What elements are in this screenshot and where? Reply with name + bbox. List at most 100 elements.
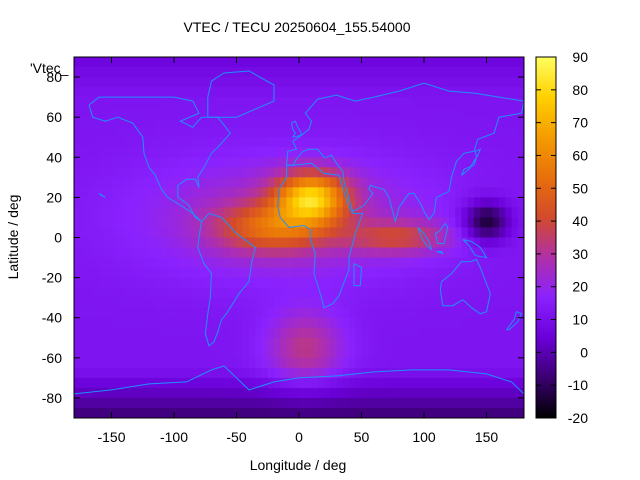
heatmap-cell — [230, 147, 238, 158]
heatmap-cell — [274, 327, 281, 339]
heatmap-cell — [411, 97, 419, 108]
heatmap-cell — [449, 117, 456, 128]
heatmap-cell — [86, 247, 94, 259]
heatmap-cell — [486, 167, 494, 178]
heatmap-cell — [511, 337, 519, 349]
heatmap-cell — [449, 287, 456, 299]
heatmap-cell — [374, 67, 381, 78]
heatmap-cell — [136, 167, 144, 178]
heatmap-cell — [355, 317, 363, 329]
heatmap-cell — [199, 157, 206, 168]
heatmap-cell — [461, 227, 469, 239]
heatmap-cell — [280, 307, 288, 319]
heatmap-cell — [142, 77, 150, 88]
heatmap-cell — [105, 297, 113, 309]
heatmap-cell — [105, 357, 113, 369]
y-tick-label: -40 — [42, 310, 62, 326]
heatmap-cell — [486, 227, 494, 239]
heatmap-cell — [249, 307, 256, 319]
heatmap-cell — [280, 57, 288, 68]
heatmap-cell — [492, 407, 500, 418]
heatmap-cell — [299, 227, 306, 239]
heatmap-cell — [405, 387, 413, 399]
heatmap-cell — [211, 97, 219, 108]
heatmap-cell — [117, 67, 125, 78]
heatmap-cell — [199, 67, 206, 78]
heatmap-cell — [161, 297, 169, 309]
heatmap-cell — [249, 337, 256, 349]
heatmap-cell — [467, 397, 475, 409]
heatmap-cell — [430, 357, 438, 369]
heatmap-cell — [192, 267, 200, 279]
heatmap-cell — [155, 247, 163, 259]
heatmap-cell — [342, 197, 350, 209]
heatmap-cell — [99, 247, 106, 259]
heatmap-cell — [511, 257, 519, 269]
heatmap-cell — [517, 407, 524, 418]
heatmap-cell — [142, 227, 150, 239]
heatmap-cell — [205, 397, 213, 409]
heatmap-cell — [461, 317, 469, 329]
heatmap-cell — [161, 337, 169, 349]
heatmap-cell — [117, 187, 125, 198]
heatmap-cell — [355, 57, 363, 68]
heatmap-cell — [155, 157, 163, 168]
heatmap-cell — [305, 347, 313, 359]
heatmap-cell — [105, 167, 113, 178]
heatmap-cell — [367, 327, 375, 339]
heatmap-cell — [511, 247, 519, 259]
heatmap-cell — [199, 287, 206, 299]
heatmap-cell — [299, 107, 306, 118]
heatmap-cell — [261, 197, 269, 209]
heatmap-cell — [124, 307, 131, 319]
heatmap-cell — [130, 157, 138, 168]
heatmap-cell — [324, 217, 331, 229]
heatmap-cell — [242, 127, 250, 138]
heatmap-cell — [486, 377, 494, 389]
heatmap-cell — [274, 387, 281, 399]
coastline-path — [353, 263, 363, 287]
heatmap-cell — [486, 347, 494, 359]
heatmap-cell — [349, 327, 356, 339]
heatmap-cell — [474, 197, 481, 209]
heatmap-cell — [130, 247, 138, 259]
heatmap-cell — [505, 377, 513, 389]
heatmap-cell — [380, 307, 388, 319]
heatmap-cell — [186, 407, 194, 418]
heatmap-cell — [511, 267, 519, 279]
heatmap-cell — [111, 257, 119, 269]
heatmap-cell — [186, 147, 194, 158]
heatmap-cell — [330, 357, 338, 369]
heatmap-cell — [424, 367, 431, 379]
heatmap-cell — [155, 277, 163, 289]
heatmap-cell — [99, 367, 106, 379]
heatmap-cell — [417, 87, 425, 98]
heatmap-cell — [299, 247, 306, 259]
heatmap-cell — [311, 357, 319, 369]
heatmap-cell — [161, 147, 169, 158]
heatmap-cell — [492, 357, 500, 369]
heatmap-cell — [467, 217, 475, 229]
heatmap-cell — [186, 267, 194, 279]
heatmap-cell — [180, 317, 188, 329]
heatmap-cell — [142, 87, 150, 98]
heatmap-cell — [249, 237, 256, 249]
heatmap-cell — [74, 97, 81, 108]
heatmap-cell — [374, 297, 381, 309]
heatmap-cell — [336, 197, 344, 209]
heatmap-cell — [149, 87, 156, 98]
heatmap-cell — [492, 127, 500, 138]
heatmap-cell — [180, 377, 188, 389]
heatmap-cell — [430, 107, 438, 118]
heatmap-cell — [230, 107, 238, 118]
heatmap-cell — [161, 57, 169, 68]
heatmap-cell — [474, 77, 481, 88]
heatmap-cell — [105, 157, 113, 168]
heatmap-cell — [461, 287, 469, 299]
heatmap-cell — [367, 317, 375, 329]
heatmap-cell — [467, 167, 475, 178]
heatmap-cell — [361, 87, 369, 98]
heatmap-cell — [386, 177, 394, 188]
heatmap-cell — [442, 197, 450, 209]
heatmap-cell — [330, 227, 338, 239]
